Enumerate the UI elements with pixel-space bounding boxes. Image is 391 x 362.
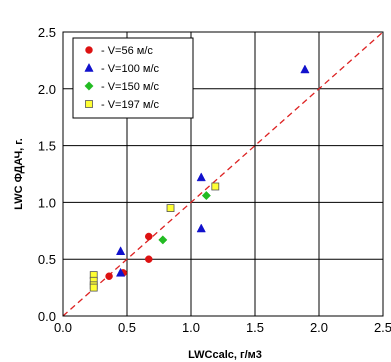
y-tick-label: 0.0 — [38, 309, 56, 324]
x-tick-labels: 0.0 0.5 1.0 1.5 2.0 2.5 — [54, 320, 391, 335]
point-triangle-1-0 — [115, 246, 126, 255]
legend-marker-square — [85, 100, 93, 108]
point-square-3-1 — [211, 182, 220, 191]
y-tick-labels: 0.0 0.5 1.0 1.5 2.0 2.5 — [38, 25, 56, 324]
legend-marker-diamond — [84, 81, 94, 91]
legend-label: - V=56 м/с — [101, 45, 153, 57]
legend-marker-triangle — [84, 62, 94, 72]
plot-frame — [62, 31, 384, 317]
y-tick-label: 2.0 — [38, 82, 56, 97]
x-axis-title: LWCcalc, г/м3 — [188, 349, 262, 361]
x-tick-label: 2.0 — [310, 320, 328, 335]
reference-line — [62, 31, 384, 317]
y-axis-title: LWC ФДАЧ, г. — [13, 138, 25, 210]
legend-label: - V=150 м/с — [101, 81, 160, 93]
point-circle-0-3 — [145, 255, 153, 263]
legend-box — [72, 37, 194, 119]
y-tick-label: 1.0 — [38, 195, 56, 210]
x-tick-label: 1.5 — [246, 320, 264, 335]
legend-label: - V=100 м/с — [101, 63, 160, 75]
reference-line-segment — [62, 31, 384, 317]
point-circle-0-0 — [105, 272, 113, 280]
x-tick-label: 2.5 — [374, 320, 391, 335]
point-triangle-1-4 — [300, 64, 310, 74]
point-triangle-1-2 — [196, 172, 206, 182]
legend-label: - V=197 м/с — [101, 99, 160, 111]
x-tick-label: 1.0 — [182, 320, 200, 335]
point-diamond-2-0 — [158, 235, 168, 245]
x-tick-label: 0.5 — [118, 320, 136, 335]
y-tick-label: 1.5 — [38, 139, 56, 154]
y-tick-label: 0.5 — [38, 252, 56, 267]
point-triangle-1-1 — [115, 267, 126, 277]
x-tick-label: 0.0 — [54, 320, 72, 335]
point-square-3-5 — [89, 283, 98, 292]
legend: - V=56 м/с - V=100 м/с - V=150 м/с - V=197 … — [72, 37, 194, 119]
point-diamond-2-1 — [201, 191, 211, 201]
point-square-3-0 — [166, 204, 175, 212]
data-points — [89, 64, 310, 292]
point-circle-0-2 — [145, 232, 153, 241]
legend-marker-circle — [85, 46, 93, 54]
y-tick-label: 2.5 — [38, 25, 56, 40]
point-triangle-1-3 — [196, 223, 206, 233]
